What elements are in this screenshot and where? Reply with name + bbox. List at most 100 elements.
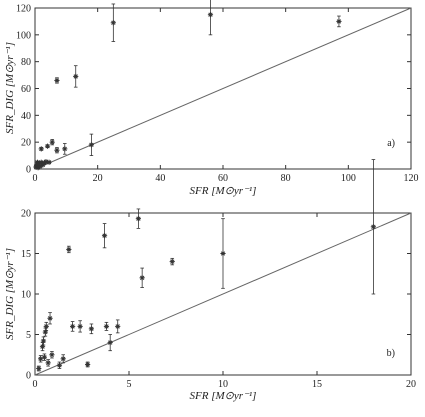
panel-bottom-data-point bbox=[47, 312, 53, 325]
panel-top-data-point bbox=[110, 3, 116, 42]
panel-bottom-marks: 0 5 10 15 20 0 5 10 15 20 bbox=[21, 159, 416, 390]
panel-bottom-data-point bbox=[56, 361, 63, 369]
panel-bottom-y-axis-label: SFR_DIG [M⊙yr⁻¹] bbox=[4, 248, 16, 340]
panel-bottom-marker-stroke bbox=[43, 329, 48, 335]
panel-top-marker-stroke bbox=[43, 159, 49, 164]
panel-bottom-x-tick-label: 0 bbox=[33, 379, 38, 390]
panel-bottom-marker-stroke bbox=[47, 316, 53, 321]
panel-top-scatter: 0 20 40 60 80 100 120 0 20 40 60 80 100 120 SFR [M⊙yr… bbox=[4, 0, 419, 197]
panel-top-y-tick-label: 100 bbox=[16, 30, 31, 41]
panel-bottom-y-tick-label: 20 bbox=[21, 209, 31, 220]
panel-bottom-data-point bbox=[70, 321, 76, 332]
panel-bottom-x-tick-label: 5 bbox=[127, 379, 132, 390]
panel-top-marker-stroke bbox=[89, 142, 94, 148]
panel-top-one-to-one-line bbox=[34, 7, 412, 170]
panel-top-y-tick-label: 40 bbox=[21, 111, 31, 122]
panel-bottom-marker-stroke bbox=[41, 338, 46, 344]
panel-bottom-data-point bbox=[370, 159, 376, 295]
panel-top-marker-stroke bbox=[54, 78, 60, 83]
panel-top-x-tick-label: 100 bbox=[341, 173, 356, 184]
panel-top-x-tick-label: 120 bbox=[404, 173, 419, 184]
panel-bottom-x-tick-label: 10 bbox=[218, 379, 228, 390]
panel-top-marker-stroke bbox=[208, 12, 213, 17]
panel-top-y-tick-label: 80 bbox=[21, 57, 31, 68]
panel-bottom-data-point bbox=[115, 319, 121, 334]
panel-top-marker-stroke bbox=[39, 160, 44, 165]
panel-top-marker-stroke bbox=[39, 146, 44, 152]
panel-bottom-x-tick-label: 20 bbox=[406, 379, 416, 390]
panel-bottom-marker-stroke bbox=[42, 355, 47, 360]
panel-top-y-axis-label: SFR_DIG [M⊙yr⁻¹] bbox=[4, 42, 16, 134]
panel-bottom-data-point bbox=[43, 321, 49, 331]
panel-bottom-marker-stroke bbox=[104, 324, 109, 329]
panel-top-data-point bbox=[54, 147, 60, 154]
panel-bottom-marker-stroke bbox=[70, 324, 75, 329]
panel-top-x-tick-label: 60 bbox=[218, 173, 228, 184]
panel-top-y-tick-label: 120 bbox=[16, 4, 31, 15]
panel-bottom-data-point bbox=[135, 208, 141, 229]
panel-top-x-axis-label: SFR [M⊙yr⁻¹] bbox=[190, 185, 257, 197]
panel-bottom-y-tick-label: 0 bbox=[26, 371, 31, 382]
panel-top-y-tick-label: 20 bbox=[21, 138, 31, 149]
panel-bottom-data-point bbox=[139, 267, 145, 288]
panel-bottom-marker-stroke bbox=[61, 356, 66, 361]
panel-top-marks: 0 20 40 60 80 100 120 0 20 40 60 80 100 120 bbox=[16, 0, 419, 184]
panel-bottom-marker-stroke bbox=[44, 324, 49, 329]
panel-bottom-y-tick-label: 10 bbox=[21, 290, 31, 301]
panel-bottom-marker-stroke bbox=[371, 224, 376, 229]
panel-bottom-marker-stroke bbox=[136, 216, 141, 221]
panel-top-data-point bbox=[38, 146, 44, 152]
panel-bottom-marker-stroke bbox=[49, 352, 55, 357]
panel-bottom-data-point bbox=[60, 354, 66, 364]
panel-bottom-data-point bbox=[40, 336, 47, 346]
panel-bottom-data-point bbox=[39, 342, 46, 352]
panel-bottom-y-tick-label: 15 bbox=[21, 249, 31, 260]
panel-top-x-tick-label: 80 bbox=[281, 173, 291, 184]
panel-top-data-point bbox=[54, 77, 60, 84]
panel-top-y-tick-label: 60 bbox=[21, 84, 31, 95]
panel-bottom-y-tick-label: 5 bbox=[26, 330, 31, 341]
panel-top-data-point bbox=[207, 0, 214, 36]
panel-bottom-data-point bbox=[66, 245, 72, 254]
panel-bottom-data-point bbox=[169, 257, 175, 266]
panel-top-data-point bbox=[62, 143, 68, 155]
panel-top-data-point bbox=[44, 143, 51, 149]
panel-bottom-one-to-one-line bbox=[34, 212, 412, 376]
panel-top-x-tick-label: 40 bbox=[155, 173, 165, 184]
panel-bottom-marker-stroke bbox=[170, 259, 175, 264]
panel-bottom-data-point bbox=[107, 334, 113, 352]
panel-top-marker-stroke bbox=[336, 19, 342, 24]
panel-bottom-marker-stroke bbox=[220, 251, 226, 256]
panel-bottom-marker-stroke bbox=[102, 233, 107, 238]
panel-bottom-marker-stroke bbox=[89, 326, 94, 332]
panel-top-marker-stroke bbox=[46, 160, 52, 165]
panel-top-data-point bbox=[73, 65, 79, 88]
panel-top-marker-stroke bbox=[54, 148, 60, 153]
panel-top-marker-stroke bbox=[45, 144, 50, 149]
panel-top-data-point bbox=[88, 133, 94, 156]
panel-bottom-data-point bbox=[85, 361, 91, 368]
panel-bottom-data-point bbox=[77, 320, 83, 333]
panel-top-data-point bbox=[336, 15, 342, 28]
panel-bottom-marker-stroke bbox=[108, 340, 113, 345]
panel-bottom-marker-stroke bbox=[77, 324, 83, 329]
panel-bottom-marker-stroke bbox=[57, 363, 62, 368]
panel-bottom-label: b) bbox=[387, 348, 395, 359]
panel-bottom-x-tick-label: 15 bbox=[312, 379, 322, 390]
panel-top-marker-stroke bbox=[111, 20, 116, 25]
panel-bottom-marker-stroke bbox=[45, 360, 51, 366]
panel-bottom-marker-stroke bbox=[85, 362, 90, 367]
panel-bottom-data-point bbox=[42, 327, 48, 337]
panel-bottom-data-point bbox=[45, 359, 51, 367]
panel-bottom-data-point bbox=[36, 365, 42, 372]
panel-top-marker-stroke bbox=[50, 139, 55, 145]
panel-bottom-data-point bbox=[220, 218, 226, 289]
panel-bottom-marker-stroke bbox=[36, 366, 41, 371]
panel-top-x-tick-label: 0 bbox=[33, 173, 38, 184]
panel-bottom-data-point bbox=[101, 223, 108, 249]
panel-top-marker-stroke bbox=[62, 146, 67, 152]
panel-bottom-marker-stroke bbox=[66, 247, 72, 252]
panel-bottom-data-point bbox=[88, 323, 94, 335]
panel-bottom-marker-stroke bbox=[139, 275, 145, 280]
